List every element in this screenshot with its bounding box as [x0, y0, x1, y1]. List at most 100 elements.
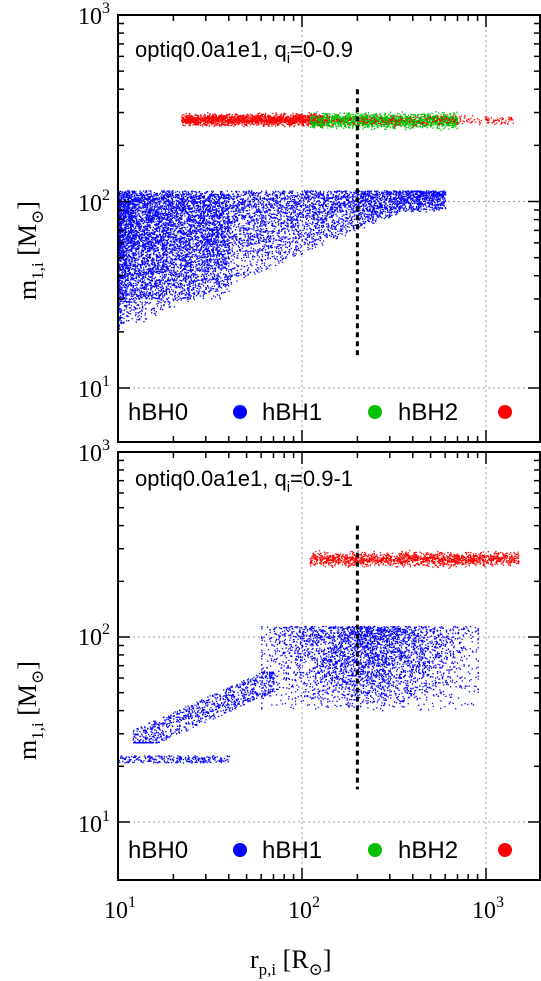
point [144, 276, 147, 279]
point [311, 215, 313, 218]
point [162, 190, 164, 192]
point [195, 261, 197, 264]
point [314, 197, 316, 199]
point [345, 196, 347, 198]
point [244, 234, 246, 236]
point [162, 197, 164, 199]
point [434, 190, 436, 193]
point [333, 219, 335, 222]
point [335, 191, 338, 193]
point [176, 273, 178, 275]
point [145, 221, 147, 223]
point [358, 203, 360, 205]
point [314, 203, 317, 205]
point [230, 197, 233, 199]
point [247, 192, 249, 194]
point [239, 198, 242, 201]
point [177, 232, 179, 234]
point [206, 261, 209, 264]
point [137, 275, 139, 277]
point [424, 200, 426, 202]
point [164, 273, 166, 276]
point [319, 201, 321, 204]
point [128, 245, 130, 247]
point [268, 237, 270, 240]
point [128, 301, 130, 304]
point [162, 309, 164, 311]
point [335, 232, 337, 234]
point [149, 201, 152, 203]
point [236, 209, 238, 212]
point [322, 233, 325, 235]
point [142, 267, 145, 269]
point [349, 196, 351, 198]
point [346, 211, 348, 213]
point [405, 207, 407, 210]
point [267, 254, 269, 257]
point [280, 218, 282, 220]
point [375, 191, 378, 193]
point [374, 191, 376, 193]
point [236, 280, 238, 282]
point [372, 197, 375, 200]
point [294, 195, 297, 197]
point [133, 252, 135, 254]
point [165, 191, 167, 193]
point [420, 208, 423, 210]
point [273, 237, 275, 239]
point [206, 245, 208, 247]
point [292, 223, 295, 226]
point [127, 250, 129, 252]
point [220, 212, 222, 215]
point [424, 204, 427, 207]
point [314, 212, 316, 215]
point [196, 274, 198, 276]
point [322, 204, 324, 206]
point [118, 283, 120, 286]
point [233, 214, 235, 216]
point [327, 226, 329, 229]
point [344, 234, 347, 237]
point [135, 277, 138, 280]
point [212, 265, 214, 267]
point [138, 212, 140, 215]
point [132, 235, 135, 237]
point [318, 194, 321, 196]
point [311, 205, 313, 207]
point [167, 285, 169, 287]
point [402, 193, 405, 196]
point [317, 238, 319, 241]
point [286, 222, 288, 224]
point [291, 225, 293, 227]
point [396, 211, 399, 214]
point [218, 267, 220, 269]
point [300, 245, 303, 247]
point [217, 273, 219, 275]
point [315, 201, 318, 203]
point [295, 201, 297, 203]
point [305, 193, 307, 195]
point [323, 199, 325, 201]
point [133, 199, 135, 201]
point [434, 194, 436, 196]
point [348, 206, 350, 208]
point [372, 219, 374, 222]
point [389, 209, 391, 211]
point [288, 211, 290, 213]
point [164, 197, 167, 199]
point [185, 203, 187, 206]
point [428, 205, 431, 208]
point [257, 194, 259, 196]
point [126, 311, 128, 313]
point [412, 193, 415, 195]
point [376, 195, 378, 197]
point [133, 271, 136, 274]
point [123, 217, 125, 219]
point [242, 198, 244, 200]
point [318, 216, 320, 218]
point [269, 246, 272, 248]
point [153, 261, 156, 264]
point [308, 200, 310, 202]
point [192, 240, 194, 242]
point [233, 267, 236, 269]
